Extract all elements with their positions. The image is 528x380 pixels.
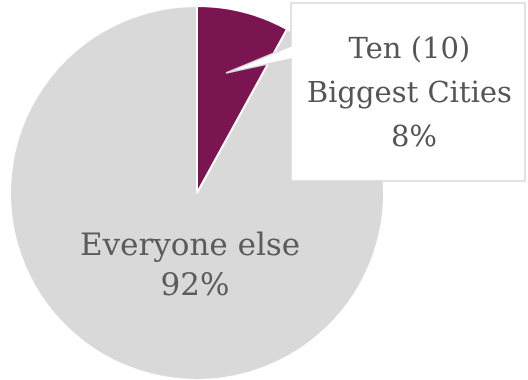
slice-labels: Everyone else 92% Ten (10) Biggest Citie…: [80, 31, 521, 303]
pie-slice-ten-biggest-cities: [196, 4, 289, 194]
callout: [225, 2, 526, 182]
slice-label-ten-biggest-cities-line-2: Biggest Cities: [307, 75, 512, 109]
callout-box: [225, 2, 526, 182]
slice-label-everyone-else-value: 92%: [161, 267, 230, 303]
slice-label-ten-biggest-cities: Ten (10) Biggest Cities 8%: [307, 31, 521, 153]
slice-label-everyone-else-name: Everyone else: [80, 227, 300, 263]
slice-label-ten-biggest-cities-line-1: Ten (10): [349, 31, 471, 65]
slice-label-ten-biggest-cities-value: 8%: [391, 119, 437, 153]
slice-label-everyone-else: Everyone else 92%: [80, 227, 310, 303]
